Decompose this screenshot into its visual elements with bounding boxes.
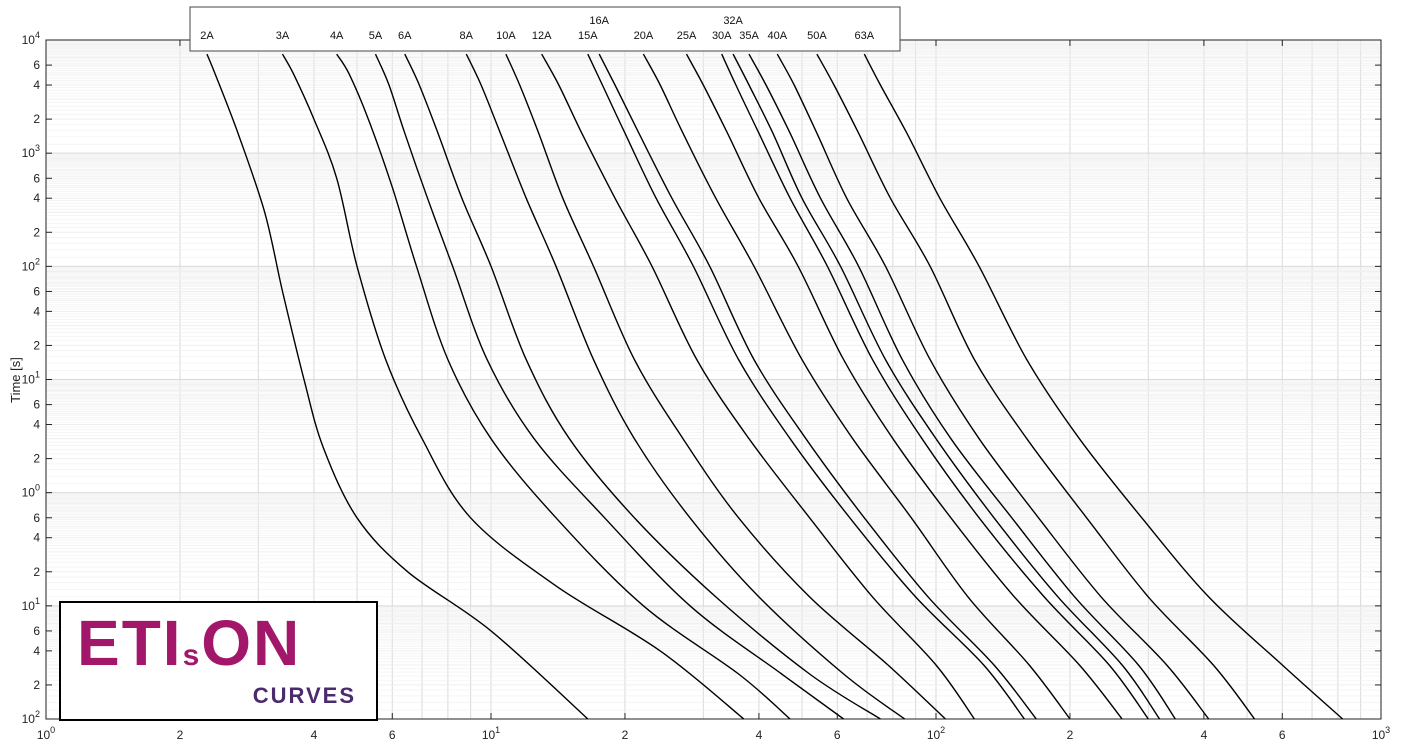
curve-label-12a: 12A <box>532 30 552 42</box>
curve-50a <box>816 53 1256 720</box>
y-tick-label: 6 <box>33 511 40 525</box>
curve-label-63a: 63A <box>854 30 874 42</box>
y-tick-label: 4 <box>33 191 40 205</box>
x-tick-label: 6 <box>1279 728 1286 742</box>
y-tick-label: 6 <box>33 624 40 638</box>
y-tick-label: 4 <box>33 304 40 318</box>
y-tick-label: 4 <box>33 78 40 92</box>
y-tick-label: 4 <box>33 531 40 545</box>
curve-30a <box>721 53 1149 720</box>
curve-63a <box>863 53 1344 720</box>
curve-8a <box>465 53 906 720</box>
curve-40a <box>776 53 1210 720</box>
y-axis-label: Time [s] <box>8 357 23 403</box>
curve-label-35a: 35A <box>739 30 759 42</box>
x-tick-label: 101 <box>482 725 500 742</box>
curve-label-8a: 8A <box>460 30 474 42</box>
y-tick-label: 103 <box>22 143 40 160</box>
curve-25a <box>685 53 1123 720</box>
y-tick-label: 100 <box>22 483 40 500</box>
y-tick-label: 104 <box>22 30 40 47</box>
curve-label-30a: 30A <box>712 30 732 42</box>
x-tick-label: 4 <box>311 728 318 742</box>
x-tick-label: 103 <box>1372 725 1390 742</box>
curve-label-15a: 15A <box>578 30 598 42</box>
y-tick-label: 4 <box>33 644 40 658</box>
y-tick-label: 2 <box>33 565 40 579</box>
y-tick-label: 6 <box>33 58 40 72</box>
y-tick-label: 2 <box>33 225 40 239</box>
grid <box>45 40 1381 720</box>
curve-label-50a: 50A <box>807 30 827 42</box>
y-tick-label: 2 <box>33 112 40 126</box>
curve-32a <box>732 53 1161 720</box>
curve-label-10a: 10A <box>496 30 516 42</box>
x-tick-label: 4 <box>756 728 763 742</box>
curve-label-4a: 4A <box>330 30 344 42</box>
x-tick-label: 100 <box>37 725 55 742</box>
x-tick-label: 4 <box>1201 728 1208 742</box>
etison-logo: ETIsON CURVES <box>59 601 378 721</box>
x-tick-label: 6 <box>834 728 841 742</box>
y-axis-ticks: 104 6 4 2 103 6 4 2 102 6 4 2 101 6 4 2 100 6 4 2 101 6 4 2 102 <box>22 30 1381 726</box>
x-tick-label: 2 <box>1067 728 1074 742</box>
x-tick-label: 6 <box>389 728 396 742</box>
curve-label-40a: 40A <box>768 30 788 42</box>
curve-5a <box>374 53 845 720</box>
curve-20a <box>642 53 1071 720</box>
y-tick-label: 101 <box>22 596 40 613</box>
curve-label-5a: 5A <box>369 30 383 42</box>
curve-3a <box>281 53 745 720</box>
x-tick-label: 2 <box>177 728 184 742</box>
curve-label-6a: 6A <box>398 30 412 42</box>
curve-label-32a: 32A <box>723 15 743 27</box>
y-tick-label: 6 <box>33 284 40 298</box>
x-tick-label: 2 <box>622 728 629 742</box>
y-tick-label: 2 <box>33 452 40 466</box>
curve-labels: 2A 3A 4A 5A 6A 8A 10A 12A 15A 16A 20A 25A 30A 32A 35A 4… <box>200 15 874 42</box>
curve-2a <box>206 53 589 720</box>
y-tick-label: 102 <box>22 256 40 273</box>
curve-35a <box>748 53 1176 720</box>
curve-label-2a: 2A <box>200 30 214 42</box>
curve-4a <box>336 53 791 720</box>
curve-12a <box>541 53 975 720</box>
curve-label-20a: 20A <box>634 30 654 42</box>
y-tick-label: 6 <box>33 171 40 185</box>
y-tick-label: 2 <box>33 678 40 692</box>
logo-wordmark: ETIsON <box>77 607 302 679</box>
y-tick-label: 4 <box>33 418 40 432</box>
y-tick-label: 2 <box>33 338 40 352</box>
logo-subtitle: CURVES <box>252 683 356 708</box>
curves <box>206 53 1344 720</box>
y-tick-label: 101 <box>22 370 40 387</box>
curve-label-3a: 3A <box>276 30 290 42</box>
curve-6a <box>404 53 881 720</box>
curve-10a <box>505 53 946 720</box>
curve-15a <box>587 53 1025 720</box>
curve-label-box <box>189 6 901 52</box>
curve-16a <box>598 53 1037 720</box>
y-tick-label: 102 <box>22 709 40 726</box>
curve-label-16a: 16A <box>589 15 609 27</box>
curve-label-25a: 25A <box>677 30 697 42</box>
y-tick-label: 6 <box>33 398 40 412</box>
x-tick-label: 102 <box>927 725 945 742</box>
